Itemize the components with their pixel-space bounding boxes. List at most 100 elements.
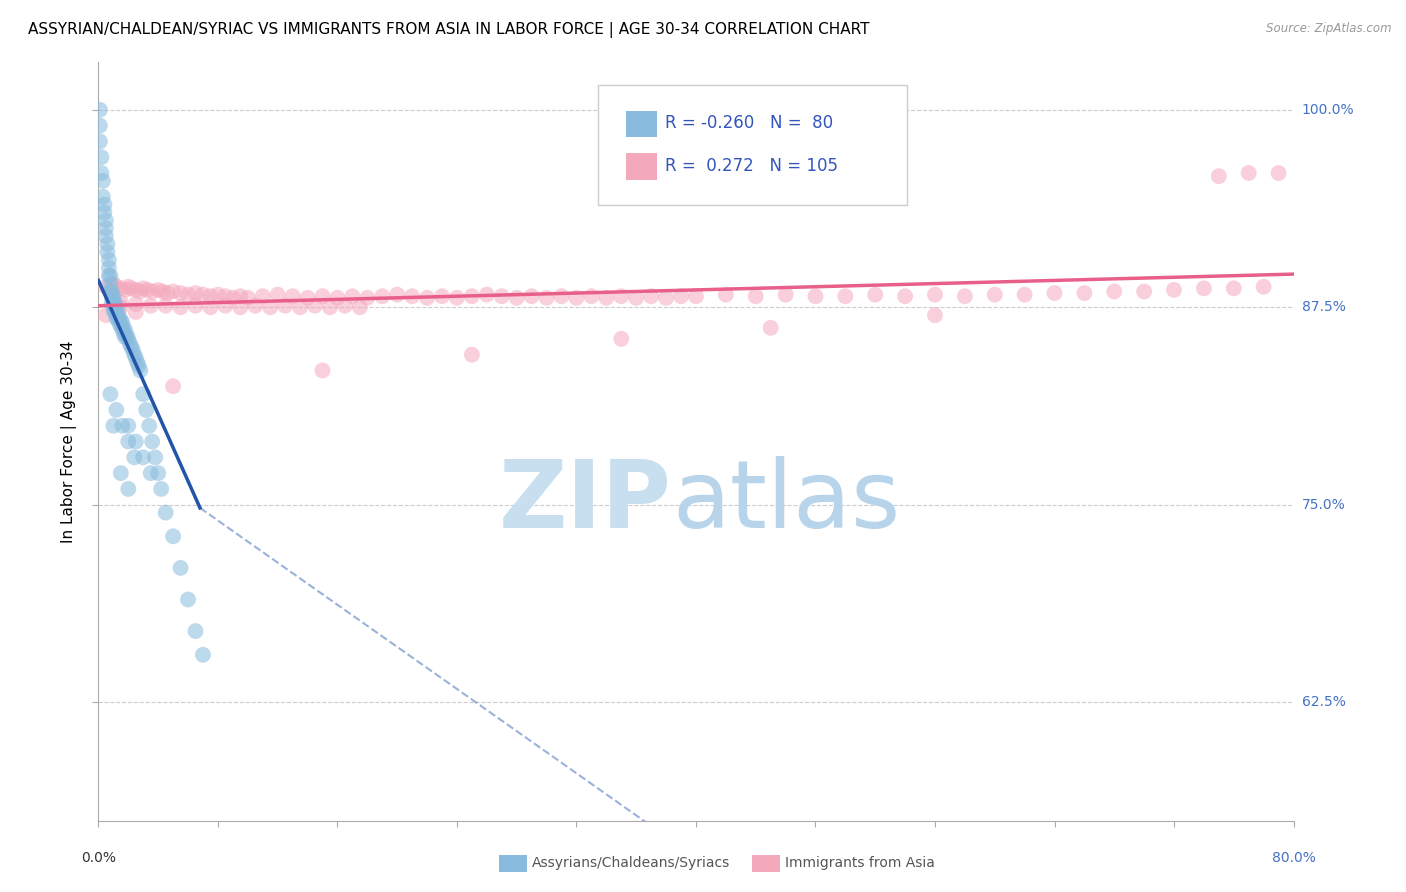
Point	[1253, 279, 1275, 293]
Point	[89, 103, 111, 117]
Point	[112, 327, 135, 342]
Point	[759, 321, 782, 335]
Point	[108, 316, 131, 330]
Point	[97, 268, 120, 283]
Point	[626, 291, 648, 305]
Point	[184, 299, 207, 313]
Point	[581, 289, 603, 303]
Point	[110, 313, 132, 327]
Point	[94, 229, 117, 244]
Point	[304, 299, 326, 313]
Point	[97, 260, 120, 275]
Point	[214, 299, 236, 313]
Point	[297, 291, 319, 305]
Point	[89, 119, 111, 133]
Point	[129, 363, 152, 377]
Point	[177, 592, 200, 607]
Point	[184, 624, 207, 639]
Point	[117, 434, 139, 449]
Point	[143, 450, 166, 465]
Point	[229, 300, 252, 314]
Point	[94, 279, 117, 293]
Point	[1223, 281, 1246, 295]
Point	[281, 289, 304, 303]
Point	[311, 289, 333, 303]
Point	[894, 289, 917, 303]
Point	[745, 289, 768, 303]
Point	[110, 466, 132, 480]
Point	[326, 291, 349, 305]
Point	[124, 348, 146, 362]
Point	[141, 285, 163, 299]
Point	[162, 285, 184, 299]
Point	[200, 289, 222, 303]
Point	[97, 252, 120, 267]
Point	[128, 359, 150, 373]
Point	[550, 289, 572, 303]
Point	[89, 135, 111, 149]
Point	[229, 289, 252, 303]
Point	[139, 466, 162, 480]
Point	[984, 287, 1007, 301]
Point	[207, 287, 229, 301]
Point	[685, 289, 707, 303]
Point	[139, 299, 162, 313]
Text: atlas: atlas	[672, 456, 900, 549]
Point	[491, 289, 513, 303]
Point	[148, 466, 170, 480]
Point	[461, 289, 484, 303]
Point	[371, 289, 394, 303]
Point	[132, 281, 155, 295]
Point	[834, 289, 856, 303]
Point	[259, 300, 281, 314]
Point	[152, 285, 174, 299]
Text: Assyrians/Chaldeans/Syriacs: Assyrians/Chaldeans/Syriacs	[531, 856, 730, 871]
Point	[105, 311, 128, 326]
Point	[595, 291, 617, 305]
Point	[120, 340, 142, 354]
Point	[610, 332, 633, 346]
Point	[141, 434, 163, 449]
Point	[1073, 286, 1095, 301]
Point	[191, 287, 214, 301]
Point	[96, 237, 118, 252]
Point	[177, 287, 200, 301]
Point	[107, 311, 129, 326]
Point	[138, 418, 160, 433]
Point	[506, 291, 529, 305]
Point	[125, 434, 148, 449]
Point	[953, 289, 976, 303]
Point	[804, 289, 827, 303]
Y-axis label: In Labor Force | Age 30-34: In Labor Force | Age 30-34	[60, 340, 77, 543]
Point	[98, 285, 122, 299]
Text: ASSYRIAN/CHALDEAN/SYRIAC VS IMMIGRANTS FROM ASIA IN LABOR FORCE | AGE 30-34 CORR: ASSYRIAN/CHALDEAN/SYRIAC VS IMMIGRANTS F…	[28, 22, 870, 38]
Point	[1104, 285, 1126, 299]
Point	[101, 295, 124, 310]
Point	[118, 336, 141, 351]
Point	[200, 300, 222, 314]
Point	[349, 300, 371, 314]
Text: 75.0%: 75.0%	[1302, 498, 1346, 512]
Point	[311, 363, 333, 377]
Point	[150, 482, 173, 496]
Point	[103, 303, 125, 318]
Point	[105, 279, 128, 293]
Point	[94, 213, 117, 227]
Point	[103, 293, 125, 308]
Point	[714, 287, 737, 301]
Point	[103, 299, 125, 313]
Point	[274, 299, 297, 313]
Point	[1237, 166, 1260, 180]
Point	[103, 277, 125, 291]
Point	[135, 403, 157, 417]
Point	[124, 450, 146, 465]
Point	[110, 281, 132, 295]
Point	[104, 295, 127, 310]
Point	[536, 291, 558, 305]
Point	[103, 289, 125, 303]
Point	[1192, 281, 1215, 295]
Point	[1133, 285, 1156, 299]
Point	[924, 287, 946, 301]
Point	[669, 289, 692, 303]
Text: Immigrants from Asia: Immigrants from Asia	[785, 856, 935, 871]
